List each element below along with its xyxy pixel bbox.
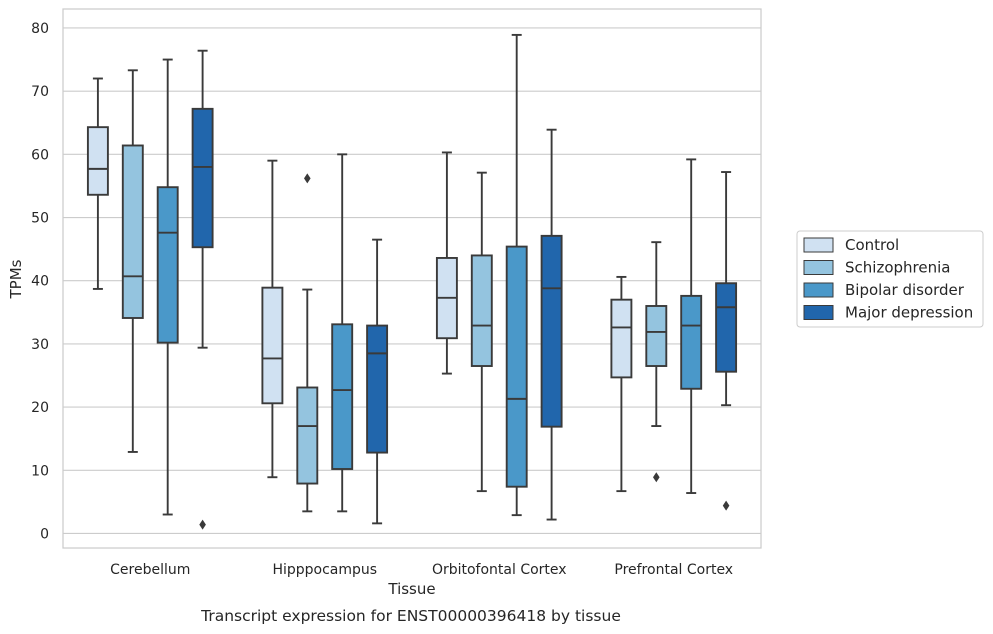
y-tick-label-30: 30	[31, 337, 49, 353]
x-tick-label-hipppocampus: Hipppocampus	[272, 562, 377, 578]
box-iqr	[540, 234, 563, 428]
outlier-point	[304, 173, 311, 184]
outlier-point	[199, 519, 206, 530]
box-iqr	[680, 294, 703, 390]
box-bipolar-disorder-prefrontal-cortex	[680, 158, 703, 494]
legend-swatch-1	[803, 260, 834, 275]
box-bipolar-disorder-hipppocampus	[331, 153, 354, 513]
box-control-orbitofontal-cortex	[435, 151, 458, 375]
legend-swatch-2	[803, 282, 834, 298]
box-control-cerebellum	[86, 77, 109, 290]
box-major-depression-hipppocampus	[366, 238, 389, 525]
y-tick-label-40: 40	[31, 274, 49, 290]
legend-label-1: Schizophrenia	[845, 259, 950, 277]
box-schizophrenia-orbitofontal-cortex	[470, 171, 493, 493]
grid-lines	[63, 27, 761, 535]
outlier-point	[653, 472, 660, 483]
x-tick-label-cerebellum: Cerebellum	[110, 562, 190, 578]
x-tick-label-orbitofontal-cortex: Orbitofontal Cortex	[432, 562, 567, 578]
legend: Control Schizophrenia Bipolar disorder Majo…	[796, 230, 984, 328]
y-axis-ticks: 0 10 20 30 40 50 60 70 80	[31, 21, 49, 543]
plot-frame	[62, 8, 762, 549]
box-iqr	[366, 324, 389, 454]
box-iqr	[121, 144, 144, 319]
legend-label-0: Control	[845, 236, 899, 254]
box-iqr	[86, 126, 109, 196]
box-major-depression-orbitofontal-cortex	[540, 128, 563, 521]
box-bipolar-disorder-orbitofontal-cortex	[505, 33, 528, 517]
box-plot-groups	[86, 33, 738, 530]
outlier-point	[722, 500, 730, 511]
y-tick-label-20: 20	[31, 400, 49, 416]
box-iqr	[191, 107, 214, 249]
y-tick-label-0: 0	[40, 526, 49, 542]
legend-frame	[796, 230, 984, 328]
box-iqr	[156, 186, 179, 344]
y-axis-label: TPMs	[7, 259, 25, 299]
x-axis-ticks: Cerebellum Hipppocampus Orbitofontal Corte…	[110, 562, 733, 578]
box-control-hipppocampus	[261, 159, 284, 479]
box-schizophrenia-cerebellum	[121, 69, 144, 453]
box-bipolar-disorder-cerebellum	[156, 58, 179, 516]
chart-caption: Transcript expression for ENST0000039641…	[200, 607, 621, 625]
box-iqr	[645, 305, 668, 367]
legend-swatch-3	[803, 305, 834, 320]
x-tick-label-prefrontal-cortex: Prefrontal Cortex	[614, 562, 733, 578]
box-major-depression-cerebellum	[191, 49, 214, 530]
y-tick-label-50: 50	[31, 211, 49, 227]
legend-swatch-0	[803, 237, 834, 253]
box-iqr	[261, 286, 284, 405]
box-iqr	[296, 386, 319, 485]
box-schizophrenia-hipppocampus	[296, 173, 319, 513]
y-tick-label-70: 70	[31, 84, 49, 100]
box-iqr	[715, 282, 738, 373]
box-iqr	[610, 298, 633, 379]
box-schizophrenia-prefrontal-cortex	[645, 241, 668, 483]
y-tick-label-10: 10	[31, 463, 49, 479]
legend-label-2: Bipolar disorder	[845, 281, 965, 299]
box-iqr	[470, 254, 493, 367]
legend-label-3: Major depression	[845, 304, 973, 322]
box-iqr	[505, 245, 528, 488]
y-tick-label-60: 60	[31, 147, 49, 163]
y-tick-label-80: 80	[31, 21, 49, 37]
box-control-prefrontal-cortex	[610, 275, 633, 493]
x-axis-label: Tissue	[387, 580, 435, 598]
box-major-depression-prefrontal-cortex	[715, 171, 738, 511]
box-iqr	[331, 323, 354, 470]
